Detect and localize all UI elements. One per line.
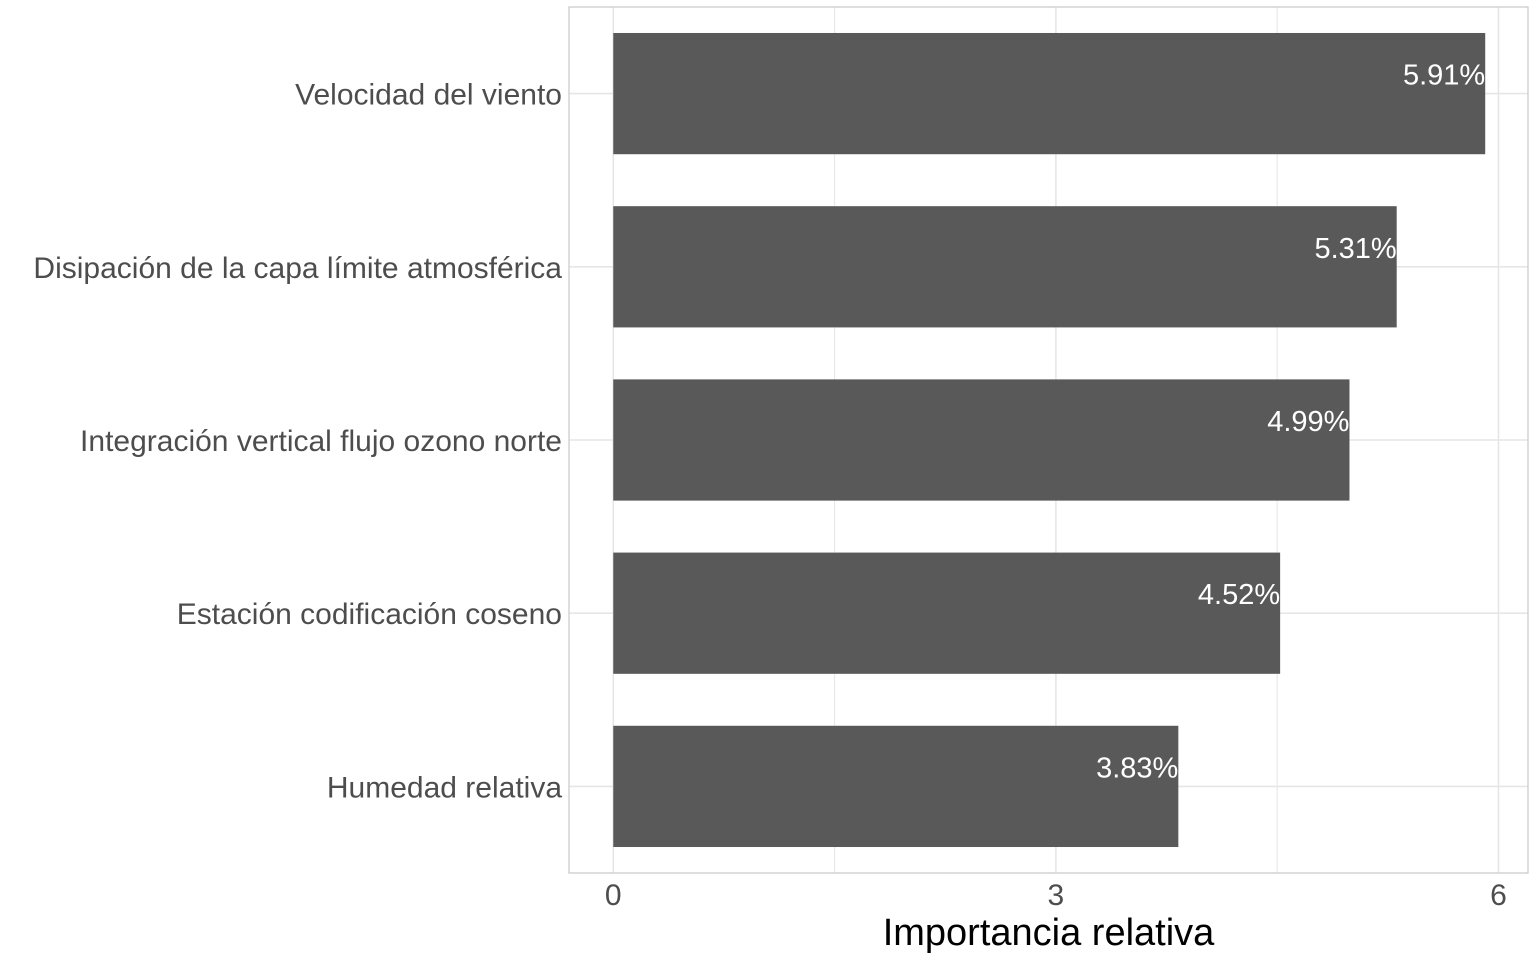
x-tick-label: 3 — [1048, 879, 1065, 912]
bar-value-label: 4.52% — [1198, 579, 1280, 611]
category-label: Humedad relativa — [327, 771, 562, 804]
panel-border — [568, 6, 1529, 874]
bar-value-label: 3.83% — [1096, 752, 1178, 784]
bars: 5.91% 5.31% 4.99% 4.52% 3.83% — [613, 32, 1486, 848]
x-axis-title: Importancia relativa — [883, 912, 1215, 954]
bar — [613, 725, 1179, 848]
category-labels: Velocidad del viento Disipación de la cap… — [33, 79, 562, 805]
bar — [613, 379, 1350, 501]
bar-value-label: 5.91% — [1403, 60, 1485, 92]
category-label: Integración vertical flujo ozono norte — [80, 425, 562, 458]
x-tick-label: 0 — [605, 879, 622, 912]
category-label: Velocidad del viento — [295, 79, 562, 112]
bar-value-label: 4.99% — [1267, 406, 1349, 438]
bar — [613, 552, 1281, 674]
category-label: Disipación de la capa límite atmosférica — [33, 252, 562, 285]
bar — [613, 206, 1397, 328]
bar-value-label: 5.31% — [1314, 233, 1396, 265]
x-tick-label: 6 — [1490, 879, 1507, 912]
x-tick-labels: 0 3 6 — [605, 879, 1507, 912]
category-label: Estación codificación coseno — [177, 598, 562, 631]
bar — [613, 32, 1486, 155]
